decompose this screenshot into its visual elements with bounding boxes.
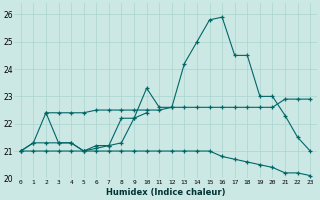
X-axis label: Humidex (Indice chaleur): Humidex (Indice chaleur) — [106, 188, 225, 197]
